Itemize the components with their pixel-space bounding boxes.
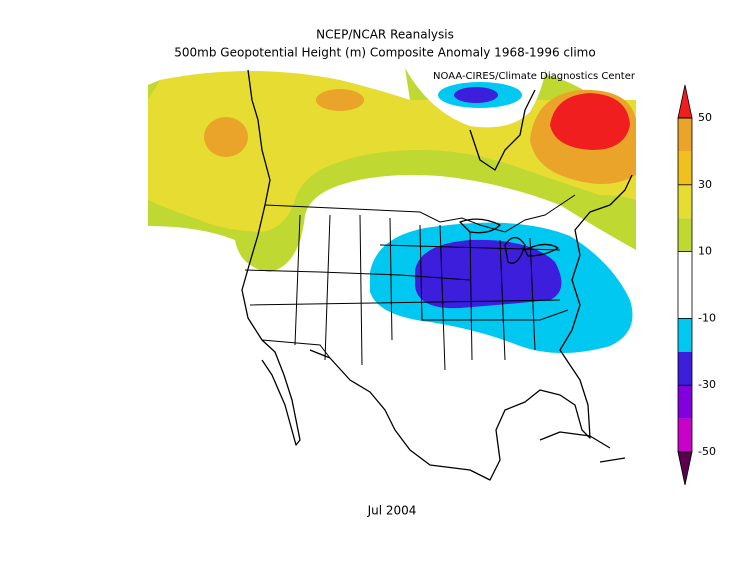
map-title: NCEP/NCAR Reanalysis xyxy=(316,28,454,42)
credit: NOAA-CIRES/Climate Diagnostics Center xyxy=(433,71,636,82)
hudson-bay xyxy=(469,89,536,171)
colorbar-segment xyxy=(678,318,692,352)
coastline-caribbean xyxy=(539,431,626,463)
colorbar-segment xyxy=(678,218,692,252)
colorbar-tick-label: -30 xyxy=(698,378,716,391)
border-mexico-us xyxy=(261,339,331,359)
colorbar-segment xyxy=(678,351,692,386)
contour-blue-north xyxy=(454,87,498,103)
colorbar-segment xyxy=(678,118,692,152)
colorbar-segment xyxy=(678,251,692,285)
colorbar-tick-label: 10 xyxy=(698,245,712,258)
colorbar-segment xyxy=(678,184,692,219)
colorbar-segment xyxy=(678,385,692,419)
coastline-gulf-east xyxy=(309,174,633,481)
colorbar-segment xyxy=(678,151,692,185)
coastline-west xyxy=(241,69,301,446)
colorbar-tick-label: 30 xyxy=(698,178,712,191)
great-lakes xyxy=(459,218,559,264)
colorbar-tick-label: -10 xyxy=(698,311,716,324)
contour-orange-center xyxy=(316,89,364,111)
colorbar-segment xyxy=(678,285,692,319)
map-subtitle: 500mb Geopotential Height (m) Composite … xyxy=(174,46,595,60)
contour-white-top xyxy=(148,68,636,100)
contour-blue-east xyxy=(415,239,562,309)
colorbar-segment xyxy=(678,418,692,452)
colorbar-tick-label: -50 xyxy=(698,445,716,458)
map-outlines xyxy=(241,69,633,481)
date-label: Jul 2004 xyxy=(367,504,417,518)
colorbar: 50 30 10 -10 -30 -50 xyxy=(677,84,716,486)
contour-orange-west xyxy=(204,117,248,157)
state-lines xyxy=(244,214,569,371)
colorbar-tick-label: 50 xyxy=(698,111,712,124)
contour-red-east xyxy=(550,93,630,150)
border-canada-us xyxy=(264,194,576,233)
